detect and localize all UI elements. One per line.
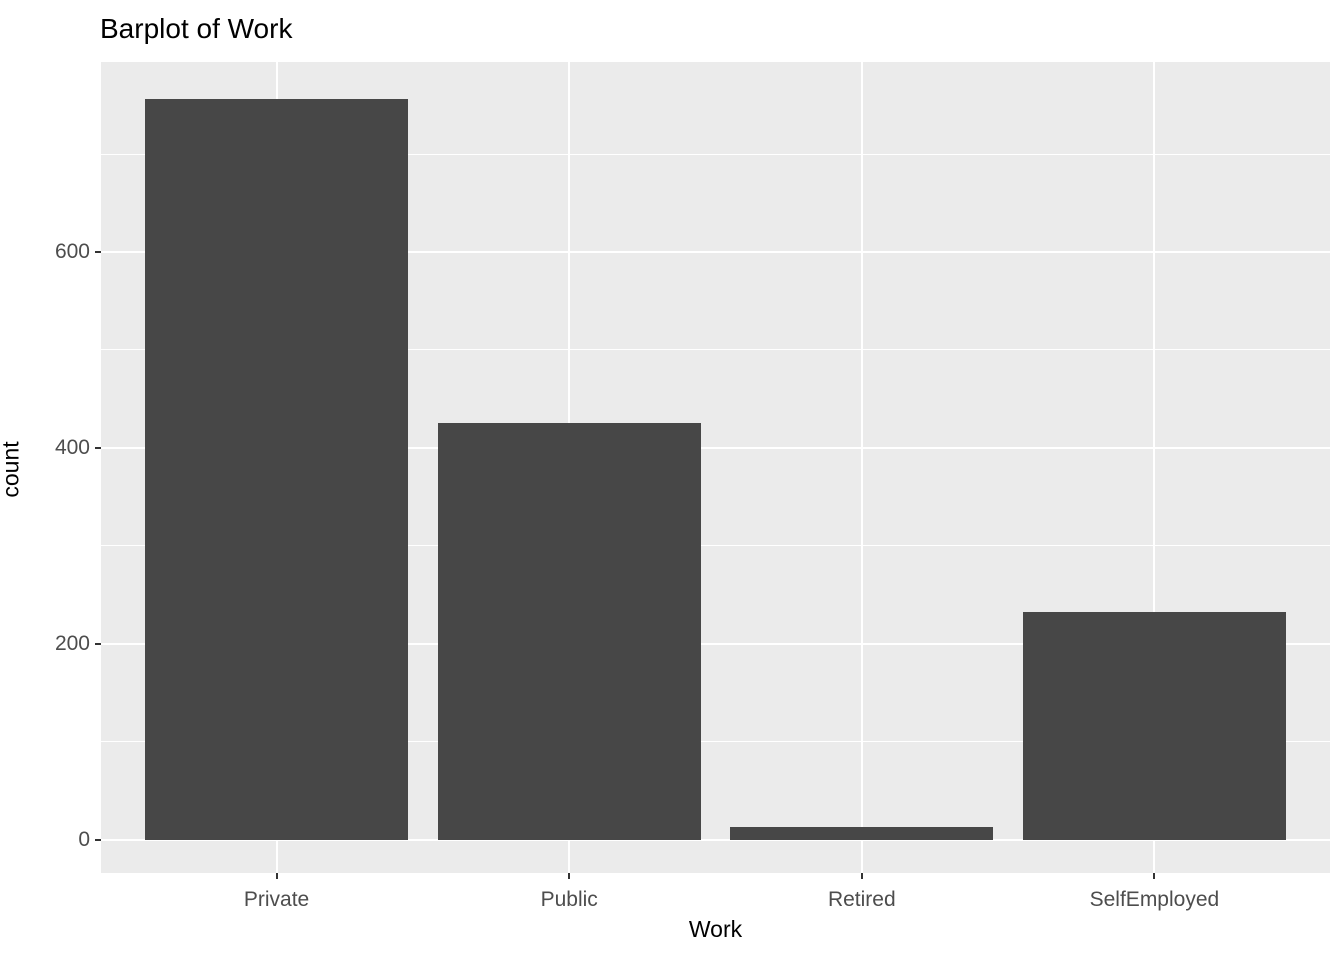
y-tick-mark (95, 642, 101, 645)
x-tick-mark (860, 873, 863, 879)
x-tick-mark (275, 873, 278, 879)
y-tick-label: 600 (54, 240, 90, 264)
x-axis-title: Work (688, 916, 743, 942)
y-tick-label: 400 (54, 435, 90, 459)
gridline-y-minor (101, 741, 1330, 743)
plot-panel (101, 62, 1330, 873)
gridline-y-major (101, 642, 1330, 645)
y-axis-title: count (0, 441, 24, 498)
y-tick-mark (95, 251, 101, 254)
y-tick-mark (95, 446, 101, 449)
y-tick-mark (95, 838, 101, 841)
x-tick-label: SelfEmployed (1089, 888, 1220, 911)
gridline-x-major (860, 62, 863, 873)
bar-retired (730, 826, 994, 840)
gridline-x-major (1153, 62, 1156, 873)
y-tick-label: 0 (78, 827, 90, 851)
x-tick-label: Retired (827, 888, 896, 911)
x-tick-mark (568, 873, 571, 879)
y-tick-label: 200 (54, 631, 90, 655)
bar-selfemployed (1022, 612, 1287, 840)
gridline-y-minor (101, 153, 1330, 155)
gridline-y-minor (101, 545, 1330, 547)
x-tick-mark (1153, 873, 1156, 879)
x-tick-label: Private (243, 888, 310, 911)
chart-title: Barplot of Work (100, 13, 293, 44)
gridline-y-major (101, 838, 1330, 841)
gridline-y-minor (101, 349, 1330, 351)
x-tick-label: Public (540, 888, 598, 911)
bar-public (437, 423, 701, 840)
bar-private (144, 99, 409, 840)
gridline-y-major (101, 446, 1330, 449)
gridline-y-major (101, 251, 1330, 254)
